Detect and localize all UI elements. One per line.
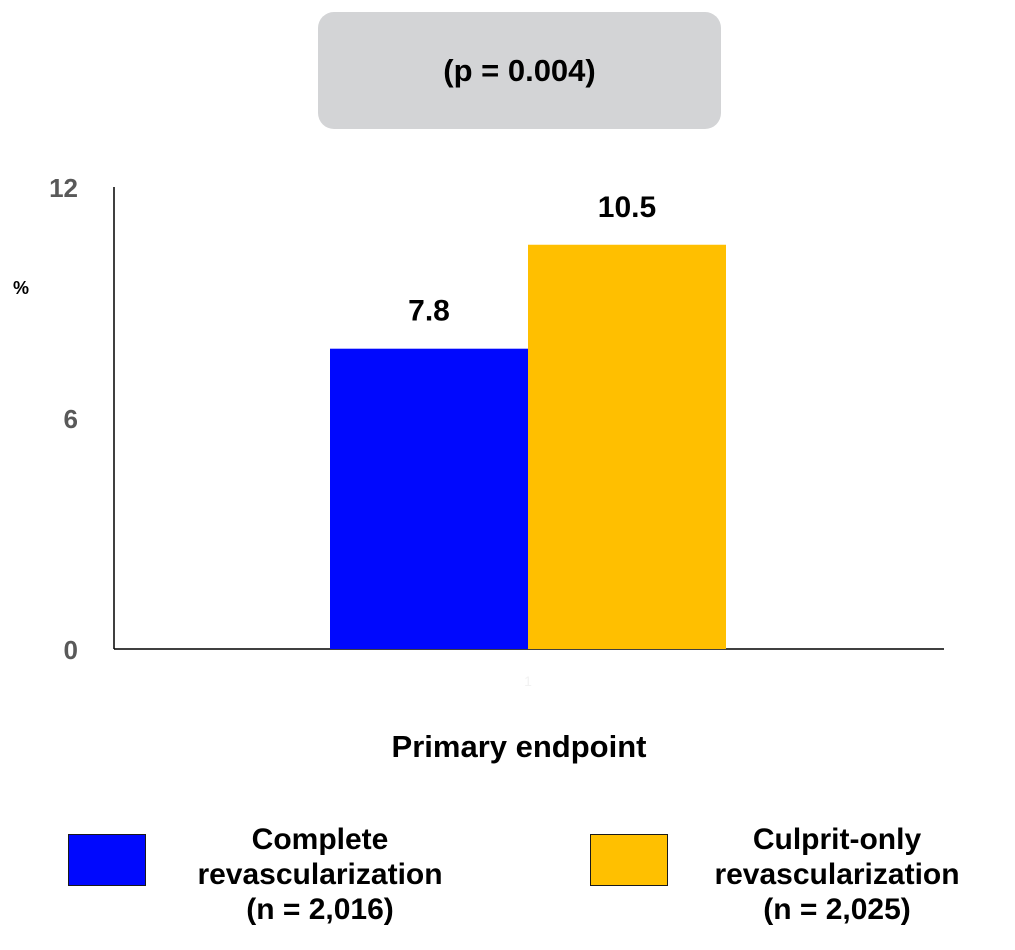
bar-culprit-only [528, 244, 726, 649]
p-value-text: (p = 0.004) [443, 52, 596, 88]
legend-culprit-line2: revascularization [714, 858, 960, 891]
legend-swatch-culprit-only [590, 834, 668, 886]
legend-complete-line2: revascularization [197, 858, 443, 891]
legend-swatch-complete [68, 834, 146, 886]
legend-culprit-line3: (n = 2,025) [763, 893, 911, 926]
legend-item-culprit-only: Culprit-only revascularization (n = 2,02… [590, 822, 1002, 927]
data-label-complete: 7.8 [408, 295, 450, 328]
bar-complete [330, 348, 528, 649]
y-tick-label-12: 12 [49, 173, 78, 203]
axes: 0 6 12% 1 Primary endpoint [13, 173, 944, 764]
legend-complete-line3: (n = 2,016) [246, 893, 394, 926]
legend-culprit-line1: Culprit-only [752, 823, 922, 856]
legend-item-complete: Complete revascularization (n = 2,016) [68, 822, 480, 927]
x-tick-label: 1 [524, 673, 532, 689]
legend-label-complete: Complete revascularization (n = 2,016) [160, 822, 480, 927]
bars [330, 244, 726, 649]
legend-label-culprit-only: Culprit-only revascularization (n = 2,02… [672, 822, 1002, 927]
legend-complete-line1: Complete [251, 823, 389, 856]
p-value-annotation: (p = 0.004) [318, 12, 721, 129]
y-tick-label-0: 0 [64, 635, 78, 665]
y-tick-label-6: 6 [64, 404, 78, 434]
labels: 7.8 10.5 [408, 191, 656, 328]
data-label-culprit-only: 10.5 [598, 191, 656, 224]
x-axis-title: Primary endpoint [392, 729, 647, 764]
y-axis-label: % [13, 278, 29, 298]
